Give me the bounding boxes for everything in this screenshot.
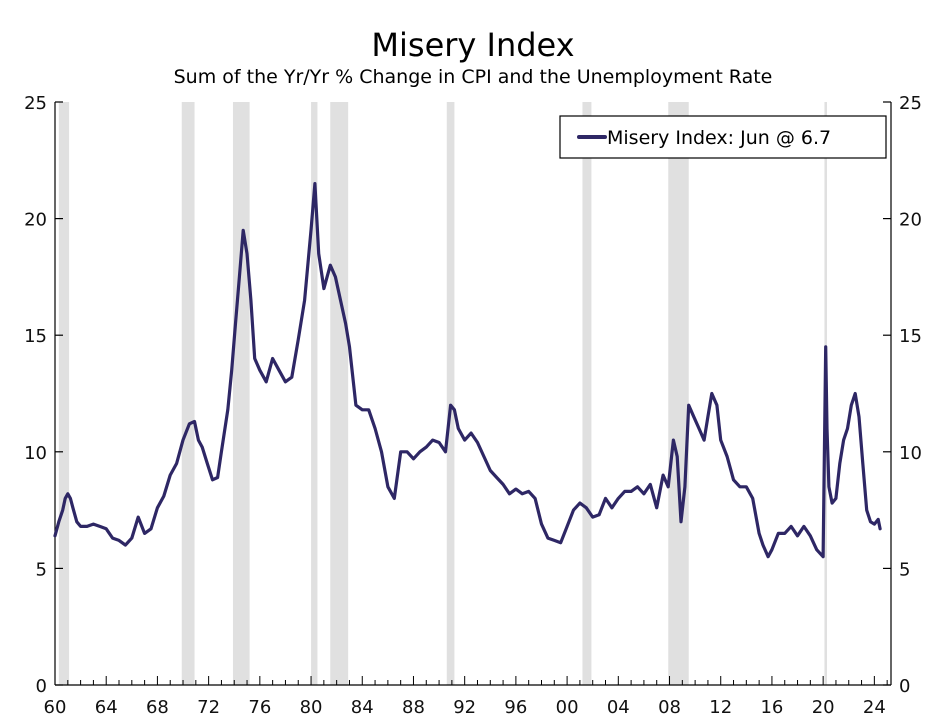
x-tick-label: 88: [402, 697, 425, 718]
y-tick-label-right: 20: [899, 210, 922, 231]
x-tick-label: 80: [300, 697, 323, 718]
recession-band-0: [58, 102, 70, 685]
chart-subtitle: Sum of the Yr/Yr % Change in CPI and the…: [174, 66, 773, 88]
x-tick-label: 12: [709, 697, 732, 718]
y-tick-label-left: 0: [36, 676, 47, 697]
legend-label: Misery Index: Jun @ 6.7: [607, 127, 831, 149]
series-layer: [53, 182, 882, 559]
x-tick-label: 60: [44, 697, 67, 718]
x-tick-label: 96: [504, 697, 527, 718]
x-tick-label: 68: [146, 697, 169, 718]
x-tick-label: 64: [95, 697, 118, 718]
recession-band-3: [311, 102, 318, 685]
y-tick-label-left: 25: [24, 93, 47, 114]
x-tick-label: 24: [863, 697, 886, 718]
x-tick-label: 72: [197, 697, 220, 718]
x-tick-label: 84: [351, 697, 374, 718]
recession-band-6: [582, 102, 592, 685]
y-tick-label-left: 15: [24, 326, 47, 347]
x-tick-label: 16: [760, 697, 783, 718]
series-line-misery-index: [53, 182, 882, 559]
recession-bands: [58, 102, 827, 685]
y-tick-label-left: 5: [36, 559, 47, 580]
recession-band-1: [181, 102, 195, 685]
y-tick-label-right: 5: [899, 559, 910, 580]
recession-band-5: [446, 102, 455, 685]
recession-band-4: [330, 102, 349, 685]
y-tick-label-left: 10: [24, 443, 47, 464]
legend-box: [559, 115, 887, 159]
x-tick-label: 04: [607, 697, 630, 718]
recession-band-2: [232, 102, 250, 685]
y-tick-label-right: 10: [899, 443, 922, 464]
x-tick-label: 92: [453, 697, 476, 718]
y-tick-label-right: 25: [899, 93, 922, 114]
y-tick-label-right: 15: [899, 326, 922, 347]
y-tick-label-left: 20: [24, 210, 47, 231]
y-tick-label-right: 0: [899, 676, 910, 697]
x-tick-label: 76: [248, 697, 271, 718]
chart-title: Misery Index: [371, 26, 574, 64]
recession-band-7: [668, 102, 689, 685]
legend: Misery Index: Jun @ 6.7: [559, 115, 887, 159]
x-tick-label: 20: [812, 697, 835, 718]
x-tick-label: 08: [658, 697, 681, 718]
x-tick-label: 00: [556, 697, 579, 718]
